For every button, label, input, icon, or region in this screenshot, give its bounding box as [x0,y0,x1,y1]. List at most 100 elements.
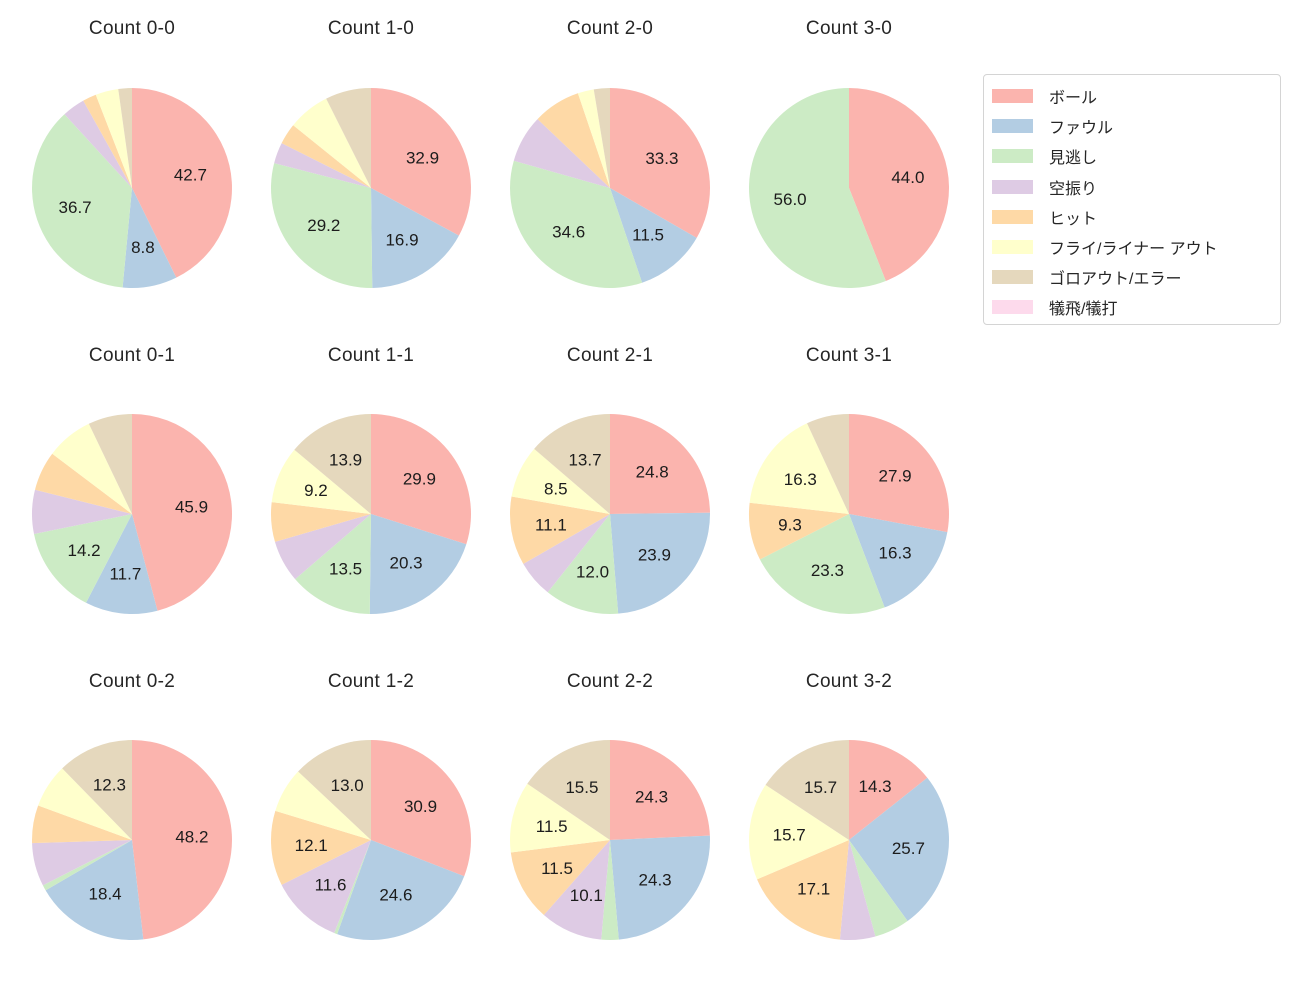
pie-chart-count-1-1: 29.9 20.3 13.5 9.213.9 [270,414,472,614]
chart-title: Count 1-0 [327,18,415,39]
slice-value-label: 13.0 [331,776,364,795]
slice-value-label: 14.2 [68,541,101,560]
legend-label: 空振り [1049,180,1098,198]
chart-title: Count 1-2 [327,671,415,692]
pie-slice-called-strike [32,114,132,288]
legend-item-called-strike: 見逃し [984,141,1280,171]
pie-chart-count-2-1: 24.8 23.9 12.0 11.1 8.513.7 [509,414,710,615]
slice-value-label: 13.9 [329,451,362,470]
chart-title: Count 2-2 [566,671,654,692]
pie-slice-fly-liner-out [748,784,849,880]
pie-chart-count-0-0: 42.7 8.8 36.7 [32,87,232,289]
pie-slice-called-strike [34,514,132,603]
legend-item-sac-fly-bunt: 犠飛/犠打 [984,292,1280,322]
pie-slice-ball [610,414,710,514]
slice-value-label: 45.9 [175,497,208,516]
pie-slice-called-strike [547,514,619,615]
pie-slice-hit [281,125,371,188]
pie-slice-fly-liner-out [749,423,849,514]
pie-slice-ball [371,414,472,545]
pie-slice-groundout-error [806,414,849,514]
slice-value-label: 33.3 [645,149,678,168]
chart-title: Count 3-1 [805,345,893,366]
slice-value-label: 24.8 [636,462,669,481]
pie-slice-swinging-strike [523,514,610,593]
pie-slice-groundout-error [765,740,849,840]
chart-title: Count 0-2 [88,671,176,692]
pie-slice-hit [757,840,849,940]
pie-slice-called-strike [749,88,886,288]
legend-label: 犠飛/犠打 [1049,301,1118,319]
slice-value-label: 18.4 [89,885,122,904]
slice-value-label: 8.8 [131,238,155,257]
pie-slice-groundout-error [118,87,132,188]
pie-slice-hit [270,502,371,542]
slice-value-label: 11.5 [632,225,664,244]
slice-value-label: 27.9 [879,467,912,486]
legend-swatch-called-strike [992,149,1033,164]
legend-label: 見逃し [1049,150,1098,168]
pie-slice-hit [510,840,610,916]
slice-value-label: 11.5 [541,859,573,878]
slice-value-label: 32.9 [406,148,439,167]
pie-slice-swinging-strike [274,143,371,188]
pie-slice-foul [337,840,465,941]
pie-slice-foul [86,514,158,614]
slice-value-label: 23.9 [638,545,671,564]
pie-slice-groundout-error [326,88,371,188]
legend-item-groundout-error: ゴロアウト/エラー [984,262,1280,292]
legend-label: ファウル [1049,120,1114,138]
pie-slice-swinging-strike [281,840,371,933]
slice-value-label: 42.7 [174,165,207,184]
slice-value-label: 20.3 [390,554,423,573]
slice-value-label: 24.3 [635,788,668,807]
slice-value-label: 9.2 [304,481,328,500]
slice-value-label: 29.2 [307,216,340,235]
pie-slice-foul [610,188,697,283]
pie-slice-foul [369,514,467,614]
pie-chart-count-2-2: 24.3 24.3 10.1 11.5 11.5 15.5 [510,740,710,940]
pie-chart-count-0-1: 45.9 11.7 14.2 [31,414,233,614]
slice-value-label: 12.0 [576,562,609,581]
pie-slice-called-strike [849,840,908,937]
pie-slice-ball [610,740,710,840]
pie-slice-fly-liner-out [511,448,610,514]
pie-chart-count-3-2: 14.3 25.7 17.1 15.7 15.7 [748,740,950,940]
pie-slice-groundout-error [593,88,610,188]
chart-title: Count 0-0 [88,18,176,39]
legend-swatch-groundout-error [992,270,1033,285]
legend-item-ball: ボール [984,81,1280,111]
pie-slice-called-strike [270,163,373,288]
slice-value-label: 13.7 [568,451,601,470]
pie-chart-count-3-1: 27.9 16.3 23.3 9.3 16.3 [749,414,949,614]
legend-item-hit: ヒット [984,202,1280,232]
legend-swatch-swinging-strike [992,179,1033,194]
pie-slice-called-strike [759,514,885,614]
legend-swatch-ball [992,89,1033,104]
pie-slice-foul [45,840,144,940]
slice-value-label: 11.1 [535,515,567,534]
pie-slice-fly-liner-out [577,89,610,188]
slice-value-label: 15.7 [773,826,806,845]
pie-slice-called-strike [295,514,371,614]
legend-item-swinging-strike: 空振り [984,172,1280,202]
chart-title: Count 2-0 [566,18,654,39]
pie-slice-ball [610,88,711,238]
pie-slice-fly-liner-out [510,783,610,853]
pie-chart-count-3-0: 44.0 56.0 [749,88,950,288]
pie-slice-groundout-error [62,740,132,840]
pie-slice-fly-liner-out [293,98,371,188]
slice-value-label: 29.9 [403,470,436,489]
pie-chart-count-0-2: 48.2 18.4 12.3 [32,740,232,940]
slice-value-label: 23.3 [811,561,844,580]
pie-slice-hit [509,496,610,564]
slice-value-label: 30.9 [404,797,437,816]
slice-value-label: 48.2 [175,828,208,847]
slice-value-label: 11.7 [109,565,141,584]
pie-slice-called-strike [510,160,643,288]
slice-value-label: 17.1 [797,880,830,899]
pie-slice-called-strike [601,840,619,940]
pie-slice-swinging-strike [839,840,876,940]
slice-value-label: 12.1 [295,836,328,855]
